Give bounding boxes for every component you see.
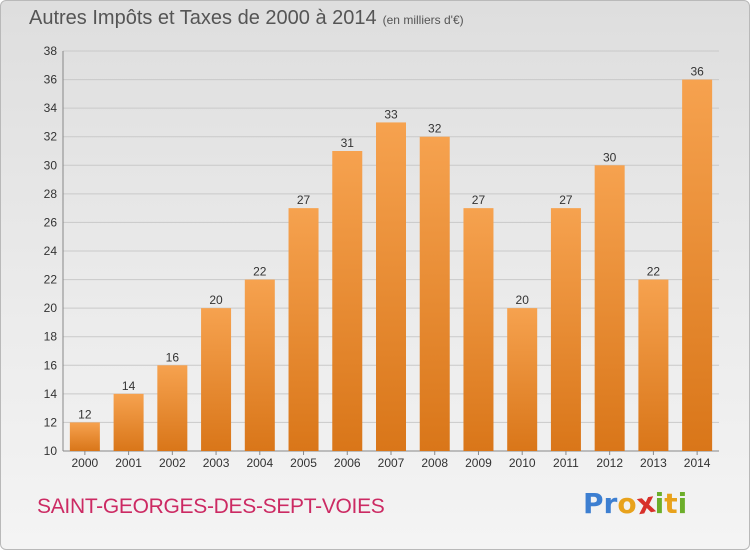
x-tick-label: 2010 bbox=[509, 456, 536, 470]
bar-value-labels: 12 14 16 20 22 27 31 33 32 27 20 27 30 22 36 bbox=[78, 65, 704, 422]
y-tick-label: 16 bbox=[44, 358, 58, 372]
bar-value-label: 22 bbox=[253, 265, 267, 279]
bars bbox=[69, 79, 713, 452]
logo-letter: o bbox=[617, 487, 637, 520]
bar-2001 bbox=[113, 393, 144, 451]
y-tick-label: 20 bbox=[44, 301, 58, 315]
x-tick-label: 2002 bbox=[159, 456, 186, 470]
chart-title: Autres Impôts et Taxes de 2000 à 2014 (en… bbox=[29, 7, 464, 30]
bar-value-label: 20 bbox=[516, 293, 530, 307]
x-tick-labels: 2000 2001 2002 2003 2004 2005 2006 2007 2008 2009… bbox=[72, 451, 711, 470]
bar-value-label: 36 bbox=[690, 65, 704, 79]
y-tick-labels: 10 12 14 16 18 20 22 24 26 28 30 32 34 36 38 bbox=[44, 44, 58, 458]
bar-value-label: 12 bbox=[78, 407, 92, 421]
x-tick-label: 2012 bbox=[596, 456, 623, 470]
bar-value-label: 27 bbox=[472, 193, 486, 207]
x-tick-label: 2014 bbox=[684, 456, 711, 470]
y-tick-label: 38 bbox=[44, 44, 58, 58]
x-tick-label: 2003 bbox=[203, 456, 230, 470]
y-tick-label: 26 bbox=[44, 215, 58, 229]
bar-value-label: 30 bbox=[603, 150, 617, 164]
y-tick-label: 10 bbox=[44, 444, 58, 458]
bar-value-label: 32 bbox=[428, 122, 442, 136]
bar-2004 bbox=[244, 279, 275, 451]
x-tick-label: 2000 bbox=[72, 456, 99, 470]
y-tick-label: 12 bbox=[44, 415, 58, 429]
x-tick-label: 2013 bbox=[640, 456, 667, 470]
x-tick-label: 2009 bbox=[465, 456, 492, 470]
y-tick-label: 14 bbox=[44, 387, 58, 401]
bar-2002 bbox=[157, 365, 188, 451]
bar-2011 bbox=[550, 208, 581, 451]
logo-letter: r bbox=[603, 487, 618, 520]
bar-value-label: 27 bbox=[559, 193, 573, 207]
logo-letter: P bbox=[583, 487, 604, 520]
bar-2010 bbox=[507, 308, 538, 451]
bar-2005 bbox=[288, 208, 319, 451]
y-tick-label: 22 bbox=[44, 273, 58, 287]
bar-2007 bbox=[376, 122, 406, 451]
logo-letter: t bbox=[664, 487, 678, 520]
x-tick-label: 2001 bbox=[115, 456, 142, 470]
bar-2009 bbox=[463, 208, 494, 451]
bar-2006 bbox=[332, 151, 363, 451]
bar-value-label: 22 bbox=[647, 265, 661, 279]
bar-2003 bbox=[201, 308, 232, 451]
x-tick-label: 2005 bbox=[290, 456, 317, 470]
bar-2000 bbox=[69, 422, 100, 451]
bar-value-label: 27 bbox=[297, 193, 311, 207]
bar-2008 bbox=[419, 136, 450, 451]
y-tick-label: 30 bbox=[44, 158, 58, 172]
bar-value-label: 20 bbox=[209, 293, 223, 307]
x-tick-label: 2006 bbox=[334, 456, 361, 470]
bar-2013 bbox=[638, 279, 669, 451]
x-tick-label: 2007 bbox=[378, 456, 405, 470]
bar-2012 bbox=[594, 165, 625, 452]
x-tick-label: 2008 bbox=[421, 456, 448, 470]
logo-letter: i bbox=[654, 487, 665, 520]
bar-value-label: 16 bbox=[166, 350, 180, 364]
bar-value-label: 31 bbox=[341, 136, 355, 150]
y-tick-label: 28 bbox=[44, 187, 58, 201]
y-tick-label: 24 bbox=[44, 244, 58, 258]
x-tick-label: 2011 bbox=[553, 456, 579, 470]
y-tick-label: 34 bbox=[44, 101, 58, 115]
bar-value-label: 33 bbox=[384, 107, 398, 121]
commune-name: SAINT-GEORGES-DES-SEPT-VOIES bbox=[37, 495, 385, 518]
chart-title-text: Autres Impôts et Taxes de 2000 à 2014 bbox=[29, 7, 377, 29]
bar-2014 bbox=[682, 79, 713, 452]
chart-unit: (en milliers d'€) bbox=[382, 13, 464, 27]
y-tick-label: 32 bbox=[44, 130, 58, 144]
y-tick-label: 18 bbox=[44, 330, 58, 344]
logo-letter: i bbox=[677, 487, 688, 520]
y-tick-label: 36 bbox=[44, 73, 58, 87]
bar-value-label: 14 bbox=[122, 379, 136, 393]
proxiti-logo: Proxiti bbox=[583, 486, 688, 522]
x-tick-label: 2004 bbox=[246, 456, 273, 470]
